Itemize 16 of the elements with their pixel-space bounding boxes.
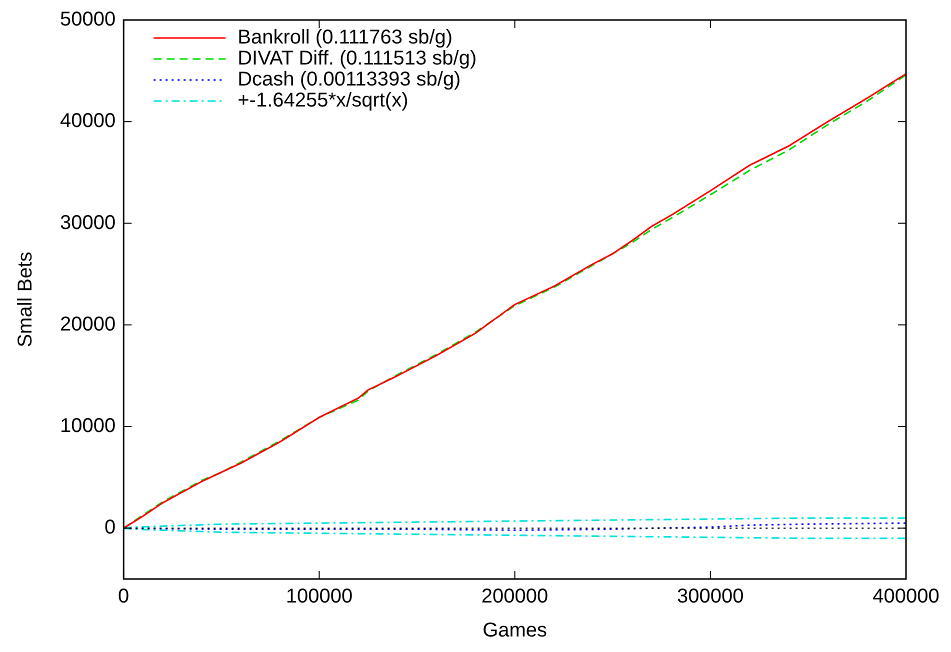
legend-label: +-1.64255*x/sqrt(x): [238, 90, 408, 112]
y-tick-label: 50000: [60, 8, 116, 31]
x-tick-label: 300000: [677, 586, 744, 608]
x-tick-label: 200000: [481, 586, 548, 608]
x-tick-label: 400000: [872, 586, 940, 608]
x-tick-label: 100000: [286, 586, 353, 608]
y-tick-label: 20000: [60, 313, 116, 336]
legend-label: Dcash (0.00113393 sb/g): [238, 68, 461, 91]
y-tick-label: 40000: [60, 110, 116, 132]
legend-label: Bankroll (0.111763 sb/g): [238, 26, 453, 49]
y-tick-label: 0: [104, 516, 116, 539]
y-tick-label: 30000: [60, 212, 116, 234]
y-tick-label: 10000: [60, 415, 116, 438]
y-axis-title: Small Bets: [14, 252, 37, 348]
x-axis-title: Games: [482, 620, 548, 642]
legend-label: DIVAT Diff. (0.111513 sb/g): [238, 48, 477, 70]
